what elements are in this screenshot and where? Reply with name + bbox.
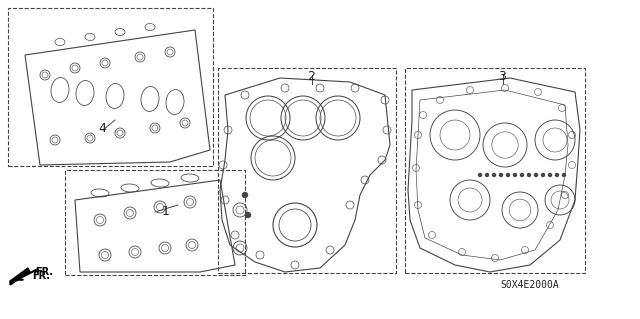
Text: 1: 1 <box>162 205 170 218</box>
Circle shape <box>499 174 502 176</box>
Text: 3: 3 <box>498 70 506 83</box>
Circle shape <box>541 174 545 176</box>
Bar <box>65 170 245 275</box>
Circle shape <box>486 174 488 176</box>
Circle shape <box>506 174 509 176</box>
Circle shape <box>534 174 538 176</box>
Circle shape <box>513 174 516 176</box>
Circle shape <box>548 174 552 176</box>
Text: 2: 2 <box>307 70 315 83</box>
Bar <box>405 68 585 273</box>
Polygon shape <box>10 268 30 285</box>
Circle shape <box>520 174 524 176</box>
Circle shape <box>563 174 566 176</box>
Circle shape <box>243 192 248 197</box>
Bar <box>218 68 396 273</box>
Circle shape <box>479 174 481 176</box>
Text: 4: 4 <box>98 122 106 135</box>
Text: S0X4E2000A: S0X4E2000A <box>500 280 559 290</box>
Bar <box>8 8 213 166</box>
Circle shape <box>527 174 531 176</box>
Circle shape <box>493 174 495 176</box>
Text: FR.: FR. <box>35 267 53 277</box>
Circle shape <box>246 212 250 218</box>
Text: FR.: FR. <box>32 271 50 281</box>
Circle shape <box>556 174 559 176</box>
